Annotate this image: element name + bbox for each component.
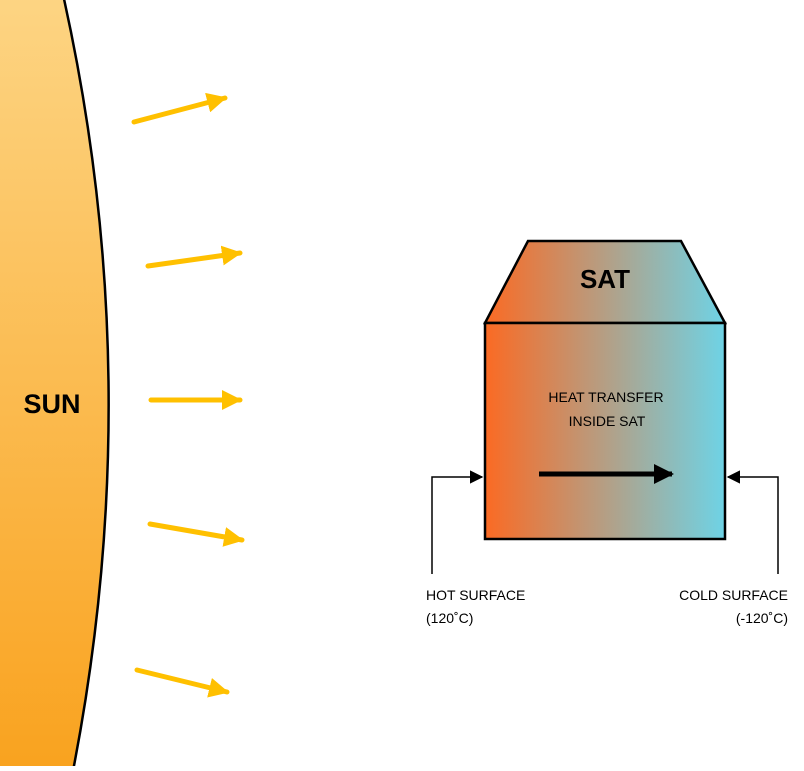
heat-transfer-label-line2: INSIDE SAT [569, 413, 646, 429]
sun-rays [131, 92, 245, 698]
sun-ray [145, 245, 243, 269]
cold-surface-leader [726, 470, 779, 574]
hot-surface-leader [431, 470, 484, 574]
heat-transfer-label: HEAT TRANSFER [548, 389, 663, 405]
cold-surface-temperature: (-120˚C) [736, 610, 788, 626]
sun-ray [147, 521, 245, 547]
hot-surface-label: HOT SURFACE [426, 587, 525, 603]
hot-surface-callout: HOT SURFACE (120˚C) [426, 470, 525, 626]
hot-surface-temperature: (120˚C) [426, 610, 473, 626]
sun-label: SUN [23, 389, 80, 419]
sun-body [0, 0, 109, 771]
cold-surface-callout: COLD SURFACE (-120˚C) [679, 470, 788, 626]
cold-surface-label: COLD SURFACE [679, 587, 788, 603]
sun-ray [134, 667, 230, 698]
satellite-title: SAT [580, 264, 630, 294]
satellite-body [483, 321, 727, 541]
satellite: SAT HEAT TRANSFER INSIDE SAT [482, 239, 728, 541]
sun-ray [131, 92, 228, 125]
sun-outline [62, 0, 110, 771]
